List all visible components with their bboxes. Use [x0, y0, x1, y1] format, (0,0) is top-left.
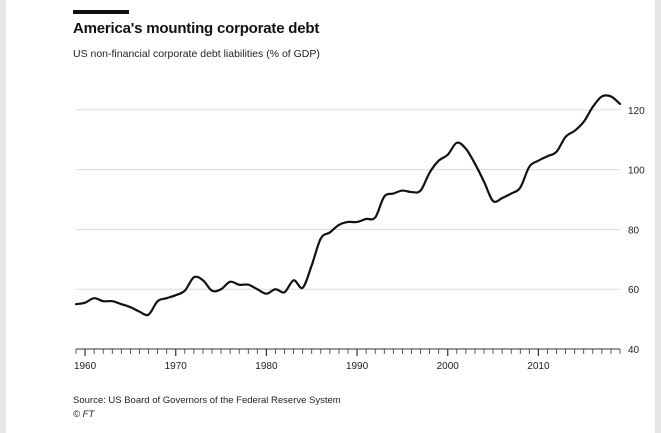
title-rule [73, 10, 129, 14]
y-tick-label-100: 100 [628, 166, 645, 177]
y-tick-label-40: 40 [628, 345, 640, 356]
x-tick-label-1970: 1970 [165, 361, 188, 372]
y-tick-label-80: 80 [628, 225, 640, 236]
y-tick-label-120: 120 [628, 106, 645, 117]
copyright: © FT [73, 409, 95, 420]
x-tick-label-1990: 1990 [346, 361, 369, 372]
series-line-0 [74, 94, 622, 317]
x-tick-label-2000: 2000 [437, 361, 460, 372]
chart-card: America's mounting corporate debt US non… [6, 0, 655, 433]
chart-title: America's mounting corporate debt [73, 20, 320, 37]
x-tick-label-2010: 2010 [527, 361, 550, 372]
x-tick-label-1960: 1960 [74, 361, 97, 372]
x-tick-label-1980: 1980 [255, 361, 278, 372]
chart-subtitle: US non-financial corporate debt liabilit… [73, 48, 320, 60]
source-note: Source: US Board of Governors of the Fed… [73, 395, 341, 406]
line-chart: 1960 1970 1980 1990 2000 2010 40 60 80 100 120 [74, 94, 645, 372]
y-tick-label-60: 60 [628, 285, 640, 296]
